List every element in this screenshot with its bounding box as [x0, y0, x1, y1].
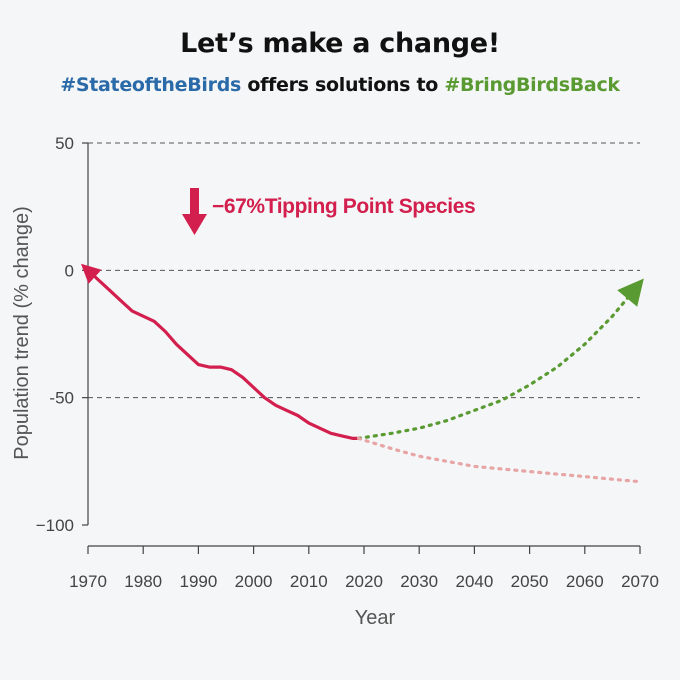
x-tick-label: 2020: [345, 572, 383, 591]
annotation-text: Tipping Point Species: [265, 195, 476, 218]
chart-title: Let’s make a change!: [180, 28, 500, 59]
data-series: [80, 263, 644, 484]
y-tick-label: -50: [49, 389, 74, 408]
down-arrow-shaft: [190, 188, 199, 216]
x-axis-label: Year: [355, 607, 396, 629]
annotation-value: −67%: [212, 195, 265, 218]
y-tick-label: 0: [65, 261, 74, 280]
gridlines: [88, 142, 640, 399]
x-tick-label: 2030: [400, 572, 438, 591]
series-line-dotted-1: [356, 281, 642, 440]
annotation-label: −67%Tipping Point Species: [212, 195, 475, 218]
subtitle-text: offers solutions to: [241, 74, 445, 96]
y-tick-label: 50: [55, 134, 74, 153]
chart-subtitle: #StateoftheBirds offers solutions to #Br…: [0, 74, 680, 96]
hashtag-bring-birds-back[interactable]: #BringBirdsBack: [444, 74, 620, 96]
x-tick-label: 2000: [235, 572, 273, 591]
x-tick-label: 1980: [124, 572, 162, 591]
axes: 50 0 -50 −100 1970 1980 1990 2000 2010 2020 2030 20…: [36, 134, 659, 591]
y-axis-label: Population trend (% change): [11, 206, 33, 460]
hashtag-state-of-the-birds[interactable]: #StateoftheBirds: [60, 74, 242, 96]
x-tick-label: 2070: [621, 572, 659, 591]
x-tick-label: 2040: [455, 572, 493, 591]
y-tick-label: −100: [36, 516, 74, 535]
x-tick-label: 2050: [511, 572, 549, 591]
projection-arrow-icon: [617, 278, 644, 307]
x-tick-label: 1990: [179, 572, 217, 591]
tipping-point-annotation: −67%Tipping Point Species: [182, 188, 476, 235]
series-line-dotted-2: [356, 436, 642, 484]
x-tick-label: 1970: [69, 572, 107, 591]
series-line-solid-0: [80, 263, 361, 440]
down-arrow-icon: [182, 214, 207, 235]
x-tick-label: 2010: [290, 572, 328, 591]
x-tick-label: 2060: [566, 572, 604, 591]
